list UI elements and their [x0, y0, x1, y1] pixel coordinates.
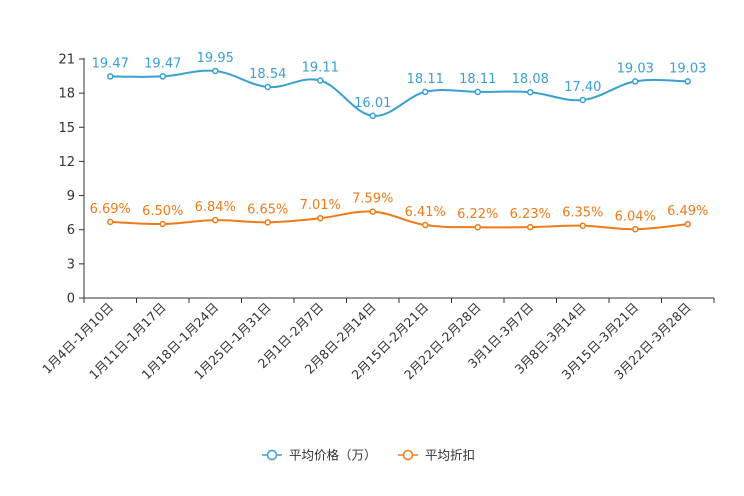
data-point[interactable]: [422, 221, 429, 229]
data-label: 16.01: [354, 96, 391, 111]
data-label: 19.47: [92, 56, 129, 71]
legend-item-price[interactable]: 平均价格（万）: [262, 448, 377, 463]
legend-label-price: 平均价格（万）: [289, 448, 377, 463]
data-label: 7.01%: [300, 198, 341, 213]
data-point[interactable]: [474, 88, 481, 96]
series-layer: 19.47 19.47 19.95 18.54 19.11 16.01 18.11 18.11…: [90, 51, 708, 233]
data-point[interactable]: [159, 220, 166, 228]
data-label: 6.65%: [247, 202, 288, 217]
legend-item-discount[interactable]: 平均折扣: [398, 448, 475, 463]
data-point[interactable]: [107, 218, 114, 226]
data-label: 6.50%: [142, 204, 183, 219]
y-tick-label: 12: [58, 155, 75, 170]
data-point[interactable]: [632, 78, 639, 85]
legend-marker-discount: [402, 449, 414, 461]
data-point[interactable]: [264, 83, 271, 91]
data-point[interactable]: [369, 208, 376, 215]
data-point[interactable]: [527, 223, 534, 231]
legend-marker-price: [266, 449, 278, 461]
data-label: 19.95: [197, 51, 234, 66]
data-label: 6.49%: [667, 204, 708, 219]
data-point[interactable]: [107, 73, 114, 80]
y-tick-label: 3: [67, 257, 75, 272]
series-discount: 6.69% 6.50% 6.84% 6.65% 7.01% 7.59% 6.41% 6.22%…: [90, 192, 708, 233]
data-label: 6.84%: [195, 200, 236, 215]
data-point[interactable]: [422, 88, 429, 96]
data-label: 6.04%: [615, 209, 656, 224]
data-point[interactable]: [684, 78, 691, 85]
y-tick-label: 6: [67, 223, 75, 238]
data-label: 6.35%: [562, 206, 603, 221]
data-label: 19.03: [617, 61, 654, 76]
data-point[interactable]: [317, 214, 324, 222]
data-label: 19.47: [144, 56, 181, 71]
data-point[interactable]: [684, 220, 691, 228]
data-label: 6.23%: [510, 207, 551, 222]
data-label: 18.11: [459, 72, 496, 87]
y-tick-label: 18: [58, 87, 75, 102]
data-label: 6.69%: [90, 202, 131, 217]
data-point[interactable]: [212, 67, 219, 75]
series-price: 19.47 19.47 19.95 18.54 19.11 16.01 18.11 18.11…: [92, 51, 706, 120]
data-label: 17.40: [564, 80, 601, 95]
data-point[interactable]: [632, 226, 639, 233]
data-point[interactable]: [474, 223, 481, 231]
data-label: 6.41%: [405, 205, 446, 220]
data-point[interactable]: [527, 88, 534, 96]
data-label: 18.11: [407, 72, 444, 87]
data-label: 18.54: [249, 67, 286, 82]
data-point[interactable]: [317, 77, 324, 84]
y-tick-label: 9: [67, 189, 75, 204]
discount-line: [110, 210, 688, 231]
data-label: 19.11: [302, 61, 339, 76]
data-point[interactable]: [369, 112, 376, 120]
data-label: 7.59%: [352, 192, 393, 207]
data-point[interactable]: [264, 219, 271, 226]
data-label: 6.22%: [457, 207, 498, 222]
legend-label-discount: 平均折扣: [425, 448, 475, 463]
data-point[interactable]: [212, 216, 219, 224]
y-tick-label: 15: [58, 121, 75, 136]
data-point[interactable]: [159, 73, 166, 80]
data-label: 18.08: [512, 72, 549, 87]
data-point[interactable]: [579, 222, 586, 229]
data-label: 19.03: [669, 61, 706, 76]
y-tick-label: 0: [67, 292, 75, 307]
data-point[interactable]: [579, 96, 586, 104]
y-tick-label: 21: [58, 53, 75, 68]
legend: 平均价格（万） 平均折扣: [262, 448, 475, 463]
